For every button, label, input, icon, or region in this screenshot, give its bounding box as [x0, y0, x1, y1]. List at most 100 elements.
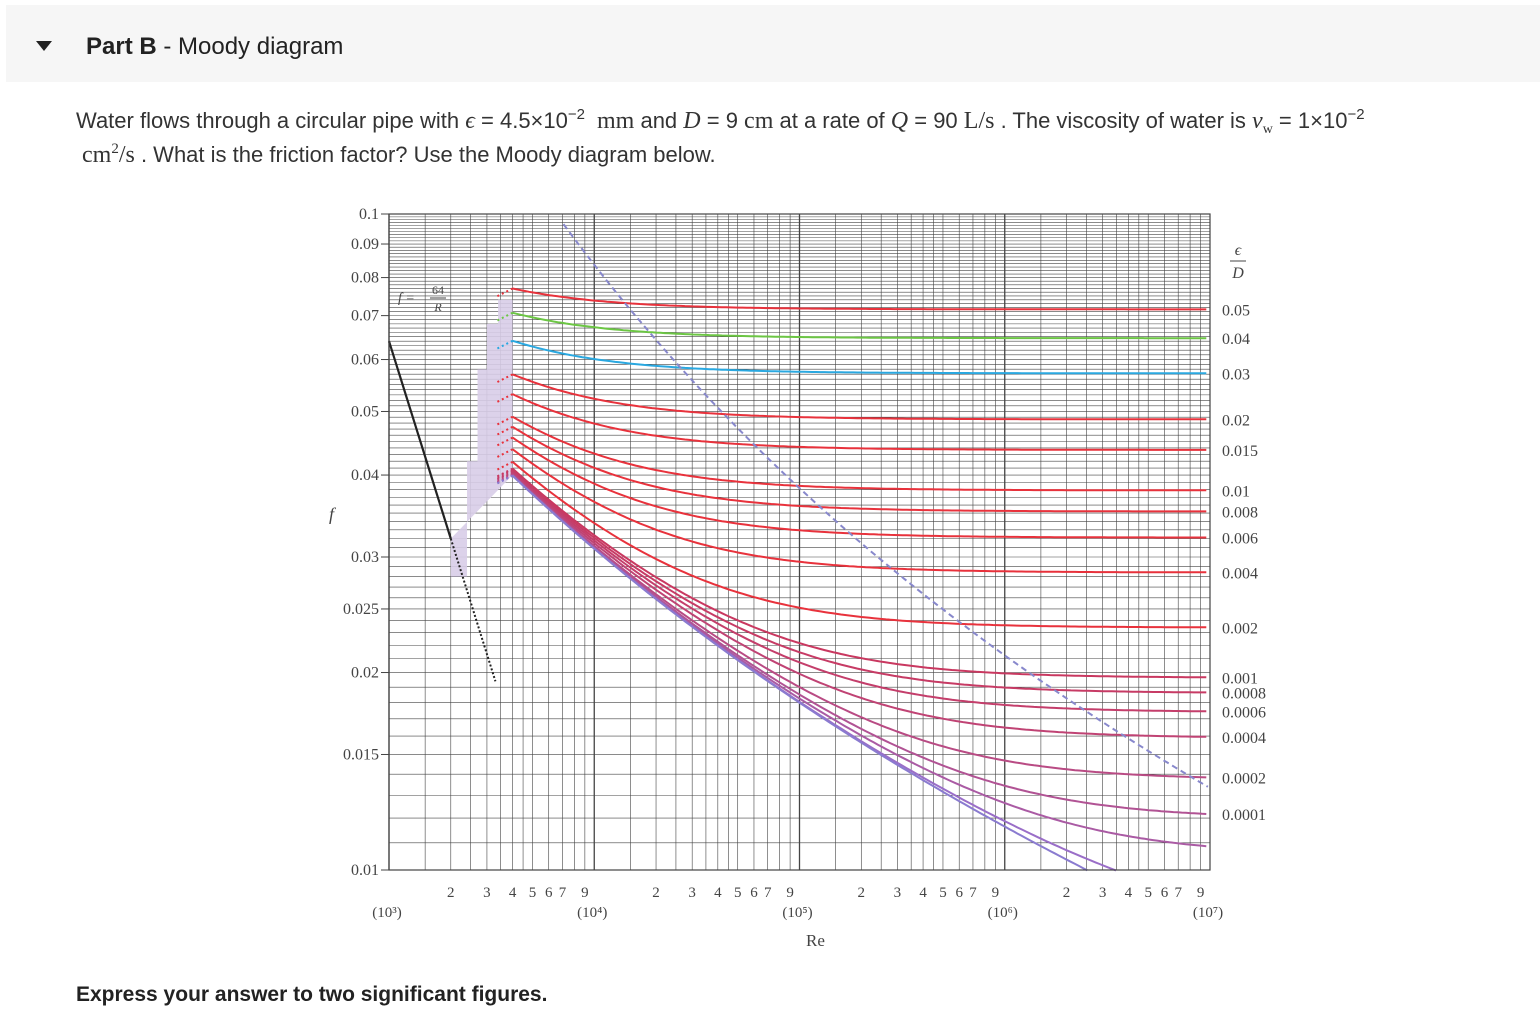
y-tick-label: 0.09 — [351, 236, 379, 253]
x-minor-label: 6 — [750, 885, 758, 901]
roughness-curve-dotted — [494, 436, 514, 448]
roughness-curve-dotted — [494, 467, 514, 479]
y-tick-label: 0.03 — [351, 549, 379, 566]
y-tick-label: 0.06 — [351, 352, 379, 369]
x-decade-label: (10⁴) — [577, 905, 607, 921]
question-text-4: . The viscosity of water is — [994, 108, 1253, 133]
x-minor-label: 2 — [447, 885, 455, 901]
x-minor-label: 2 — [652, 885, 660, 901]
roughness-label: 0.04 — [1222, 331, 1250, 348]
x-minor-label: 7 — [764, 885, 772, 901]
viscosity-value: = 1×10 — [1272, 108, 1348, 133]
roughness-label: 0.001 — [1222, 670, 1258, 687]
roughness-header-numerator: ϵ — [1235, 242, 1242, 259]
x-decade-label: (10⁷) — [1193, 905, 1223, 921]
chart-frame — [388, 213, 1211, 871]
flow-value: = 90 — [908, 108, 964, 133]
x-decade-label: (10³) — [372, 905, 402, 921]
collapse-caret-icon[interactable] — [36, 41, 52, 51]
x-minor-label: 9 — [581, 885, 589, 901]
y-tick-label: 0.1 — [359, 206, 379, 223]
roughness-curve — [511, 461, 1207, 629]
roughness-label: 0.01 — [1222, 483, 1250, 500]
roughness-label: 0.008 — [1222, 504, 1258, 521]
roughness-curve-dotted — [494, 425, 514, 437]
y-tick-label: 0.07 — [351, 308, 379, 325]
x-minor-label: 2 — [1063, 885, 1071, 901]
y-axis-label: f — [329, 504, 337, 524]
y-tick-label: 0.02 — [351, 665, 379, 682]
x-minor-label: 5 — [1144, 885, 1152, 901]
x-decade-label: (10⁶) — [988, 905, 1018, 921]
roughness-label: 0.02 — [1222, 412, 1250, 429]
roughness-label: 0.0001 — [1222, 807, 1266, 824]
roughness-curve — [512, 393, 1207, 451]
roughness-curve — [511, 474, 1088, 872]
viscosity-exponent: −2 — [1347, 106, 1365, 123]
y-tick-label: 0.015 — [343, 746, 379, 763]
part-name: Moody diagram — [178, 33, 344, 60]
roughness-curve-dotted — [494, 460, 514, 472]
laminar-label-left: f = — [398, 291, 415, 306]
diameter-value: = 9 — [700, 108, 745, 133]
roughness-label: 0.015 — [1222, 443, 1258, 460]
laminar-formula-label: f = 64 R — [398, 283, 446, 314]
plot-frame — [388, 213, 1211, 871]
complete-turbulence-boundary — [562, 223, 1209, 788]
roughness-label: 0.0004 — [1222, 730, 1266, 747]
roughness-curve — [512, 339, 1207, 375]
roughness-curve — [512, 436, 1207, 539]
roughness-curve-dotted — [494, 470, 514, 481]
x-decade-label: (10⁵) — [782, 905, 812, 921]
flow-symbol: Q — [890, 108, 909, 134]
viscosity-symbol: νw — [1252, 108, 1273, 137]
y-tick-label: 0.05 — [351, 403, 379, 420]
friction-curves — [387, 223, 1209, 872]
roughness-curve — [512, 373, 1207, 421]
laminar-label-den: R — [433, 300, 442, 314]
y-tick-label: 0.04 — [351, 467, 379, 484]
x-minor-label: 5 — [734, 885, 742, 901]
roughness-curve — [512, 311, 1207, 340]
roughness-header: ϵD — [1230, 242, 1246, 282]
roughness-curve — [511, 472, 1207, 738]
epsilon-unit: mm — [597, 108, 635, 134]
roughness-curve-dotted — [494, 415, 514, 427]
roughness-curve — [511, 470, 1207, 713]
question-text-5: . What is the friction factor? Use the M… — [134, 142, 716, 167]
question-text-3: at a rate of — [773, 108, 891, 133]
roughness-curve — [511, 467, 1207, 679]
instruction-text: Express your answer to two significant f… — [76, 983, 548, 1006]
diameter-symbol: D — [683, 108, 701, 134]
roughness-label: 0.0008 — [1222, 685, 1266, 702]
x-minor-label: 3 — [483, 885, 491, 901]
roughness-curve — [512, 448, 1207, 574]
roughness-curve — [512, 415, 1207, 492]
roughness-label: 0.03 — [1222, 366, 1250, 383]
part-separator: - — [156, 33, 179, 60]
roughness-label: 0.0002 — [1222, 770, 1266, 787]
x-minor-label: 7 — [1174, 885, 1182, 901]
x-minor-label: 2 — [858, 885, 866, 901]
roughness-curve-dotted — [494, 393, 514, 404]
roughness-curve — [512, 425, 1207, 513]
x-minor-label: 3 — [688, 885, 696, 901]
y-tick-label: 0.08 — [351, 270, 379, 287]
part-header[interactable]: Part B - Moody diagram — [6, 5, 1540, 82]
epsilon-symbol: ϵ — [465, 108, 475, 134]
roughness-label: 0.006 — [1222, 531, 1258, 548]
part-title: Part B - Moody diagram — [86, 33, 343, 61]
x-minor-label: 5 — [939, 885, 947, 901]
roughness-curve-dotted — [494, 287, 514, 299]
transition-shading — [450, 299, 513, 577]
x-minor-label: 4 — [714, 885, 722, 901]
part-label: Part B — [86, 33, 157, 60]
question-text-1: Water flows through a circular pipe with — [76, 108, 466, 133]
roughness-curve — [511, 474, 1207, 815]
roughness-curve-dotted — [494, 469, 514, 480]
diameter-unit: cm — [744, 108, 774, 134]
x-minor-label: 6 — [955, 885, 963, 901]
x-minor-label: 4 — [1125, 885, 1133, 901]
roughness-curve — [511, 473, 1207, 779]
y-tick-label: 0.025 — [343, 601, 379, 618]
